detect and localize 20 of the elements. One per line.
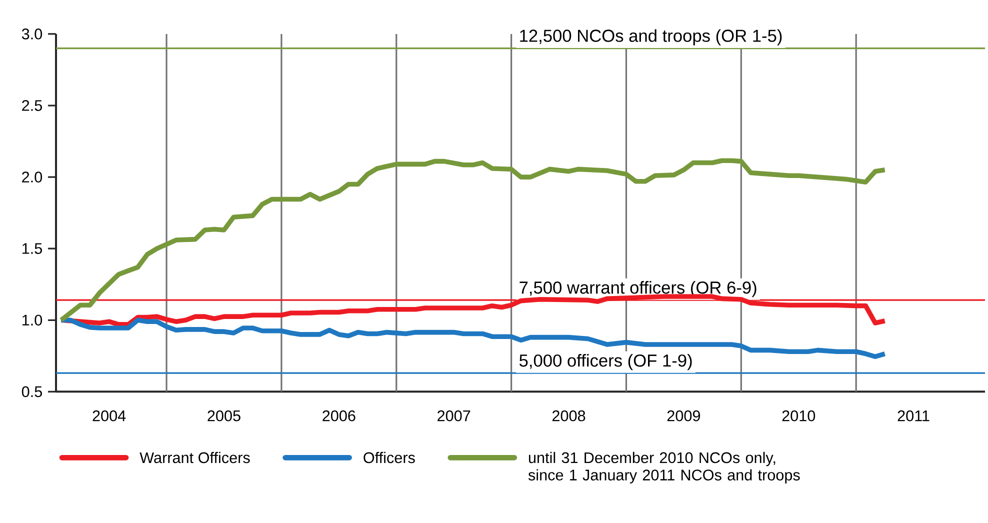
y-tick-label: 1.0 bbox=[22, 314, 42, 326]
x-tick-label: 2006 bbox=[322, 410, 356, 422]
y-tick-label: 2.5 bbox=[22, 100, 42, 111]
y-tick-label: 3.0 bbox=[22, 28, 42, 40]
ref-line-label: 7,500 warrant officers (OR 6-9) bbox=[520, 281, 756, 298]
x-tick-label: 2007 bbox=[438, 410, 470, 422]
x-tick-label: 2009 bbox=[667, 410, 700, 422]
x-tick-label: 2011 bbox=[898, 410, 930, 422]
x-tick-label: 2005 bbox=[208, 410, 240, 422]
y-tick-label: 1.5 bbox=[22, 243, 42, 254]
ref-line-label: 5,000 officers (OF 1-9) bbox=[519, 354, 692, 370]
y-tick-label: 2.0 bbox=[22, 172, 42, 182]
legend-label: Warrant Officers bbox=[140, 452, 250, 464]
x-tick-label: 2008 bbox=[552, 410, 586, 422]
y-tick-label: 0.5 bbox=[22, 386, 42, 398]
x-tick-label: 2004 bbox=[92, 410, 126, 422]
legend-label: Officers bbox=[364, 452, 415, 464]
ref-line-label: 12,500 NCOs and troops (OR 1-5) bbox=[520, 29, 782, 46]
x-tick-label: 2010 bbox=[782, 410, 816, 422]
legend-label: until 31 December 2010 NCOs only, since 1 January 2011 NCOs and troops bbox=[528, 452, 800, 484]
